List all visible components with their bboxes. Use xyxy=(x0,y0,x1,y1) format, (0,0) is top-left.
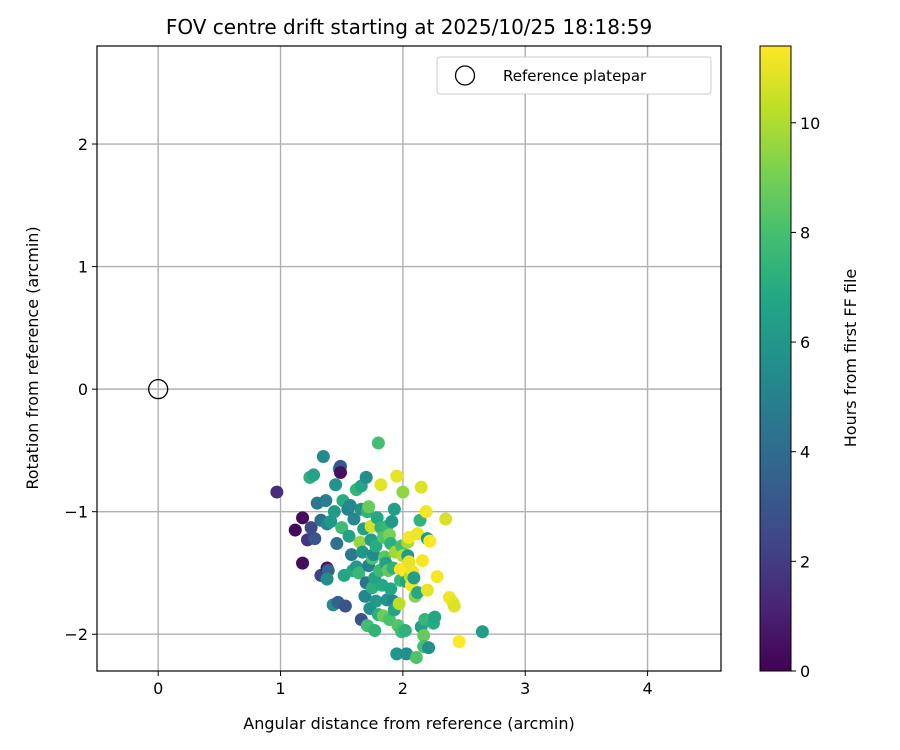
data-point xyxy=(390,469,404,483)
data-point xyxy=(392,597,406,611)
x-tick-label: 2 xyxy=(398,679,408,698)
data-point xyxy=(423,534,437,548)
data-point xyxy=(422,641,436,655)
colorbar-tick-label: 2 xyxy=(800,552,810,571)
colorbar-tick-label: 4 xyxy=(800,443,810,462)
data-point xyxy=(359,470,373,484)
colorbar: 0 2 4 6 8 10 Hours from first FF file xyxy=(759,45,860,681)
data-point xyxy=(369,539,383,553)
colorbar-ticks: 0 2 4 6 8 10 xyxy=(791,114,820,681)
data-point xyxy=(411,527,425,541)
legend-box xyxy=(436,56,712,95)
axis-ticks: 0 1 2 3 4 −2 −1 0 1 2 xyxy=(64,135,652,698)
data-point xyxy=(384,582,398,596)
data-point xyxy=(353,535,367,549)
data-point xyxy=(316,450,330,464)
data-point xyxy=(398,624,412,638)
chart-title: FOV centre drift starting at 2025/10/25 … xyxy=(166,15,652,39)
colorbar-label: Hours from first FF file xyxy=(841,269,860,448)
x-axis-label: Angular distance from reference (arcmin) xyxy=(243,714,574,733)
data-point xyxy=(400,647,414,661)
data-point xyxy=(304,521,318,535)
data-point xyxy=(288,523,302,537)
data-point xyxy=(352,566,366,580)
x-tick-label: 3 xyxy=(520,679,530,698)
data-point xyxy=(407,571,421,585)
data-point xyxy=(333,465,347,479)
colorbar-gradient xyxy=(759,45,792,672)
data-points xyxy=(270,436,489,665)
data-point xyxy=(428,610,442,624)
data-point xyxy=(452,635,466,649)
data-point xyxy=(439,512,453,526)
x-tick-label: 0 xyxy=(153,679,163,698)
y-tick-label: 0 xyxy=(78,380,88,399)
reference-platepar-marker xyxy=(148,378,169,400)
y-tick-label: −2 xyxy=(64,625,88,644)
data-point xyxy=(374,478,388,492)
colorbar-tick-label: 0 xyxy=(800,662,810,681)
data-point xyxy=(329,478,343,492)
data-point xyxy=(420,583,434,597)
data-point xyxy=(430,570,444,584)
data-point xyxy=(365,581,379,595)
data-point xyxy=(307,468,321,482)
data-point xyxy=(308,532,322,546)
x-tick-label: 4 xyxy=(642,679,652,698)
data-point xyxy=(411,586,425,600)
data-point xyxy=(330,537,344,551)
data-point xyxy=(409,651,423,665)
data-point xyxy=(342,529,356,543)
y-tick-label: −1 xyxy=(64,503,88,522)
data-point xyxy=(347,512,361,526)
data-point xyxy=(371,436,385,450)
x-tick-label: 1 xyxy=(275,679,285,698)
data-point xyxy=(414,480,428,494)
data-point xyxy=(296,511,310,525)
legend-label-reference: Reference platepar xyxy=(503,67,647,85)
data-point xyxy=(419,505,433,519)
data-point xyxy=(402,555,416,569)
data-point xyxy=(324,514,338,528)
data-point xyxy=(335,521,349,535)
data-point xyxy=(327,505,341,519)
data-point xyxy=(343,499,357,513)
data-point xyxy=(396,485,410,499)
data-point xyxy=(385,514,399,528)
legend-marker-reference xyxy=(454,65,476,86)
data-point xyxy=(390,647,404,661)
data-point xyxy=(387,502,401,516)
data-point xyxy=(338,599,352,613)
data-point xyxy=(475,625,489,639)
data-point xyxy=(358,589,372,603)
colorbar-tick-label: 8 xyxy=(800,223,810,242)
legend: Reference platepar xyxy=(436,56,712,95)
y-tick-label: 1 xyxy=(78,258,88,277)
data-point xyxy=(362,500,376,514)
data-point xyxy=(368,624,382,638)
data-point xyxy=(344,548,358,562)
data-point xyxy=(320,572,334,586)
data-point xyxy=(296,556,310,570)
colorbar-tick-label: 6 xyxy=(800,333,810,352)
data-point xyxy=(319,494,333,508)
y-axis-label: Rotation from reference (arcmin) xyxy=(23,226,42,489)
reference-marker-layer xyxy=(148,378,169,400)
data-point xyxy=(370,511,384,525)
y-tick-label: 2 xyxy=(78,135,88,154)
colorbar-tick-label: 10 xyxy=(800,114,820,133)
data-point xyxy=(356,545,370,559)
data-point xyxy=(270,485,284,499)
data-point xyxy=(447,599,461,613)
data-point xyxy=(417,628,431,642)
plot-frame xyxy=(96,45,722,672)
data-point xyxy=(369,594,383,608)
data-point xyxy=(415,554,429,568)
